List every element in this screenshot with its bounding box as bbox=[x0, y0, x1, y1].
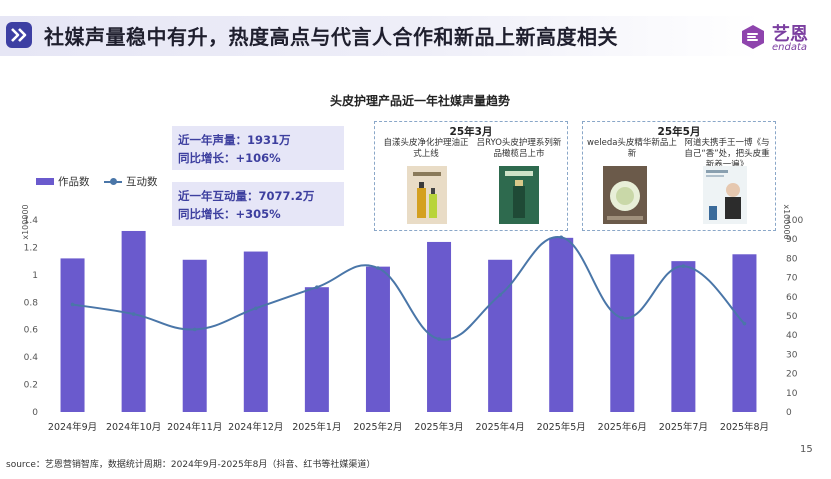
bar-0 bbox=[60, 258, 85, 412]
annotation-title: 25年3月 bbox=[449, 126, 493, 138]
x-tick-label-4: 2025年1月 bbox=[292, 421, 341, 433]
page-number: 15 bbox=[800, 444, 813, 455]
x-tick-label-7: 2025年4月 bbox=[476, 421, 525, 433]
product-photo-oil-image bbox=[407, 166, 447, 224]
volume-label: 近一年声量：1931万 bbox=[178, 133, 291, 147]
interaction-stat-box: 近一年互动量：7077.2万 同比增长：+305% bbox=[172, 182, 344, 226]
legend-item-line: 互动数 bbox=[126, 176, 158, 188]
x-tick-label-5: 2025年2月 bbox=[353, 421, 402, 433]
line-point-1 bbox=[131, 312, 136, 316]
bar-1 bbox=[121, 230, 146, 412]
x-tick-label-1: 2024年10月 bbox=[106, 421, 161, 433]
left-tick-label-7: 1.4 bbox=[24, 216, 39, 226]
left-tick-label-4: 0.8 bbox=[24, 298, 39, 308]
right-tick-label-2: 20 bbox=[786, 370, 798, 380]
left-tick-label-3: 0.6 bbox=[24, 326, 39, 336]
right-tick-label-1: 10 bbox=[786, 389, 798, 399]
product-photo-adolph-image bbox=[703, 166, 747, 224]
header: 社媒声量稳中有升，热度高点与代言人合作和新品上新高度相关 艺恩 endata bbox=[0, 0, 831, 62]
source-note: source：艺恩营销智库，数据统计周期：2024年9月-2025年8月（抖音、… bbox=[6, 460, 376, 470]
annotation-item: 自漾头皮净化护理油正式上线 bbox=[383, 138, 469, 159]
bar-3 bbox=[243, 251, 268, 412]
left-tick-label-5: 1 bbox=[32, 271, 38, 281]
x-tick-label-10: 2025年7月 bbox=[659, 421, 708, 433]
right-tick-label-8: 80 bbox=[786, 254, 798, 264]
annotation-item: 吕RYO头皮护理系列新品橄榄吕上市 bbox=[476, 138, 562, 159]
volume-stat-box: 近一年声量：1931万 同比增长：+106% bbox=[172, 126, 344, 170]
right-tick-label-3: 30 bbox=[786, 350, 798, 360]
interaction-growth: 同比增长：+305% bbox=[178, 207, 281, 221]
bar-5 bbox=[365, 266, 390, 412]
bar-8 bbox=[549, 237, 574, 412]
right-tick-label-0: 0 bbox=[786, 408, 792, 418]
line-point-4 bbox=[315, 285, 319, 290]
right-tick-label-7: 70 bbox=[786, 274, 798, 284]
x-tick-label-2: 2024年11月 bbox=[167, 421, 222, 433]
bar-9 bbox=[610, 254, 635, 412]
right-axis-unit: x100000 bbox=[782, 204, 791, 239]
logo-name-en: endata bbox=[772, 42, 808, 53]
left-tick-label-6: 1.2 bbox=[24, 243, 38, 253]
left-tick-label-1: 0.2 bbox=[24, 381, 38, 391]
annotation-item: weleda头皮精华新品上新 bbox=[587, 138, 677, 159]
product-photo-weleda-image bbox=[603, 166, 647, 224]
bar-10 bbox=[671, 261, 696, 412]
left-tick-label-2: 0.4 bbox=[24, 353, 39, 363]
x-tick-label-11: 2025年8月 bbox=[720, 421, 769, 433]
brand-logo: 艺恩 endata bbox=[738, 20, 826, 56]
line-point-5 bbox=[376, 266, 380, 270]
bar-4 bbox=[304, 287, 329, 412]
line-point-8 bbox=[559, 235, 564, 240]
x-tick-label-0: 2024年9月 bbox=[48, 421, 97, 433]
interaction-line bbox=[72, 236, 746, 341]
right-tick-label-6: 60 bbox=[786, 293, 798, 303]
line-point-7 bbox=[498, 293, 502, 297]
page-title: 社媒声量稳中有升，热度高点与代言人合作和新品上新高度相关 bbox=[44, 25, 618, 49]
annotation-box-march: 25年3月 自漾头皮净化护理油正式上线 吕RYO头皮护理系列新品橄榄吕上市 bbox=[374, 121, 568, 231]
x-tick-label-8: 2025年5月 bbox=[537, 421, 586, 433]
volume-growth: 同比增长：+106% bbox=[178, 151, 281, 165]
interaction-label: 近一年互动量：7077.2万 bbox=[178, 189, 315, 203]
x-tick-label-6: 2025年3月 bbox=[414, 421, 463, 433]
line-point-3 bbox=[253, 306, 258, 311]
annotation-item: 阿道夫携手王一博《与自己“香”处，把头皮重新养一遍》 bbox=[684, 138, 770, 170]
x-tick-label-3: 2024年12月 bbox=[228, 421, 283, 433]
legend-line-dot bbox=[110, 178, 117, 185]
product-photo-ryo-image bbox=[499, 166, 539, 224]
header-bar bbox=[0, 16, 760, 56]
bar-7 bbox=[488, 259, 513, 412]
line-point-9 bbox=[620, 316, 625, 320]
line-point-0 bbox=[70, 302, 75, 307]
line-point-11 bbox=[742, 321, 747, 326]
annotation-box-may: 25年5月 weleda头皮精华新品上新 阿道夫携手王一博《与自己“香”处，把头… bbox=[582, 121, 776, 231]
x-tick-label-9: 2025年6月 bbox=[598, 421, 647, 433]
bar-11 bbox=[732, 254, 757, 412]
right-tick-label-10: 100 bbox=[786, 216, 803, 226]
chart-title: 头皮护理产品近一年社媒声量趋势 bbox=[330, 94, 511, 108]
bar-2 bbox=[182, 259, 207, 412]
right-tick-label-9: 90 bbox=[786, 235, 798, 245]
logo-name-cn: 艺恩 bbox=[772, 24, 808, 45]
double-chevron-right-icon bbox=[6, 22, 32, 48]
right-tick-label-4: 40 bbox=[786, 331, 798, 341]
right-tick-label-5: 50 bbox=[786, 312, 798, 322]
endata-logo-icon bbox=[742, 25, 764, 49]
left-tick-label-0: 0 bbox=[32, 408, 38, 418]
line-point-6 bbox=[437, 337, 441, 341]
legend-bar-swatch bbox=[36, 178, 54, 185]
annotation-title: 25年5月 bbox=[657, 126, 701, 138]
line-point-2 bbox=[192, 327, 197, 332]
left-axis-unit: x100000 bbox=[21, 204, 30, 239]
bar-6 bbox=[427, 241, 452, 412]
line-point-10 bbox=[681, 264, 686, 268]
legend-item-bar: 作品数 bbox=[58, 176, 90, 188]
